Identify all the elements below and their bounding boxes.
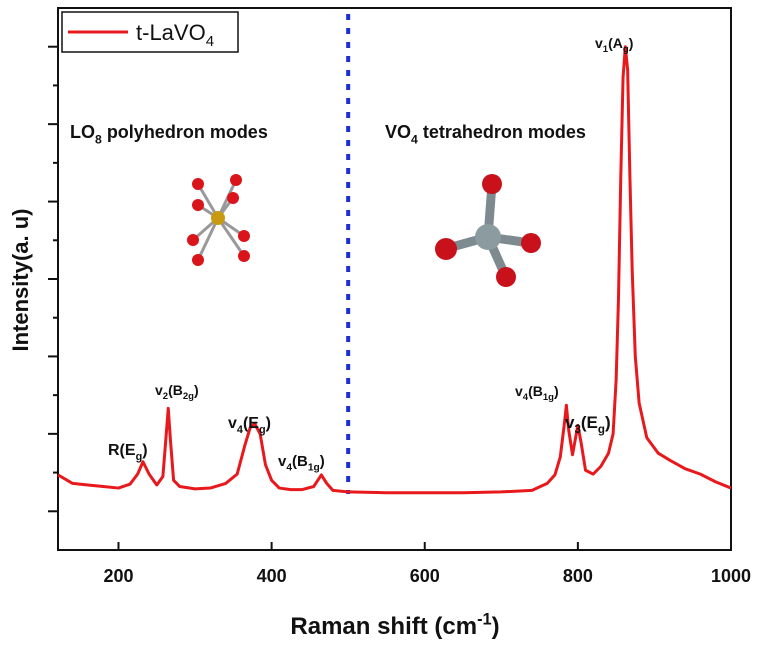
text-part: ) (554, 383, 559, 399)
script-text: 1g (543, 392, 554, 403)
series-line (57, 45, 732, 495)
vo4-molecule (435, 174, 541, 287)
annotation: v2(B2g) (155, 382, 199, 402)
script-text: 8 (95, 132, 102, 146)
script-text: -1 (477, 610, 492, 628)
legend-label: t-LaVO4 (136, 20, 214, 50)
text-part: v (515, 383, 523, 399)
text-part: (E (243, 415, 259, 432)
y-axis-label: Intensity(a. u) (8, 208, 33, 351)
text-part: tetrahedron modes (418, 122, 586, 142)
text-part: ) (605, 413, 611, 432)
script-text: 2 (163, 391, 168, 402)
text-part: VO (385, 122, 411, 142)
annotation: v4(B1g) (278, 453, 325, 474)
x-tick-label: 800 (563, 566, 593, 586)
script-text: 3 (574, 424, 580, 436)
script-text: g (259, 424, 266, 436)
script-text: 4 (411, 132, 418, 146)
script-text: 4 (286, 463, 292, 474)
text-part: ) (320, 453, 325, 470)
text-part: ) (266, 415, 271, 432)
lo8-molecule (187, 174, 250, 266)
text-part: (B (168, 382, 183, 398)
text-part: R(E (108, 442, 136, 459)
text-part: (B (292, 453, 308, 470)
text-part: polyhedron modes (102, 122, 268, 142)
script-text: g (598, 424, 605, 436)
annotation: v3(Eg) (565, 413, 611, 436)
text-part: (E (581, 413, 598, 432)
text-part: v (278, 453, 287, 470)
script-text: 2g (183, 391, 194, 402)
x-tick-label: 400 (257, 566, 287, 586)
script-text: 1 (603, 44, 609, 55)
x-tick-label: 1000 (711, 566, 751, 586)
text-part: ) (142, 442, 147, 459)
plot-frame (57, 7, 732, 551)
annotation: v4(B1g) (515, 383, 559, 403)
text-part: v (228, 415, 237, 432)
annotation: VO4 tetrahedron modes (385, 122, 586, 146)
x-tick-label: 600 (410, 566, 440, 586)
x-axis-label: Raman shift (cm-1) (290, 610, 499, 640)
text-part: LO (70, 122, 95, 142)
script-text: g (623, 44, 629, 55)
script-text: 4 (523, 392, 529, 403)
text-part: ) (492, 613, 500, 640)
text-part: v (155, 382, 163, 398)
annotation: R(Eg) (108, 442, 148, 463)
annotation: LO8 polyhedron modes (70, 122, 268, 146)
script-text: g (136, 451, 143, 463)
annotation: v4(Eg) (228, 415, 271, 436)
text-part: Raman shift (cm (290, 613, 477, 640)
text-part: v (595, 35, 603, 51)
text-part: (A (608, 35, 623, 51)
text-part: v (565, 413, 575, 432)
text-part: (B (528, 383, 543, 399)
script-text: 4 (237, 424, 243, 436)
text-part: ) (629, 35, 634, 51)
annotation: v1(Ag) (595, 35, 633, 55)
text-part: ) (194, 382, 199, 398)
x-tick-label: 200 (103, 566, 133, 586)
script-text: 1g (308, 463, 320, 474)
